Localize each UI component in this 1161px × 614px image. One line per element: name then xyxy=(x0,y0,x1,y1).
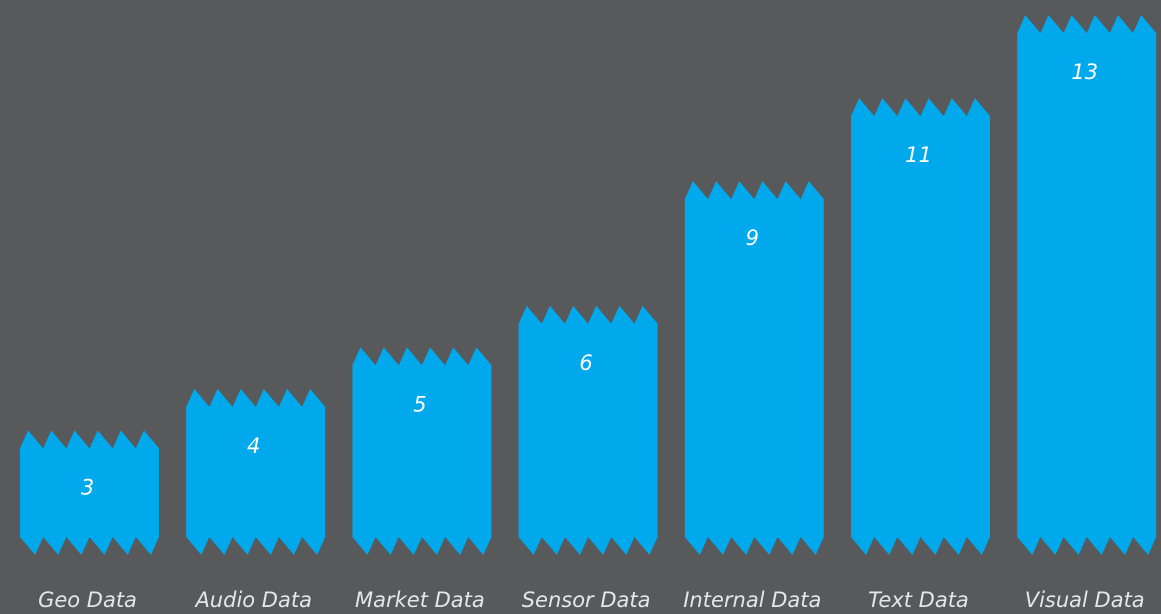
x-tick-label: Sensor Data xyxy=(522,588,651,612)
x-tick-label: Geo Data xyxy=(38,588,137,612)
value-label: 5 xyxy=(413,392,426,416)
bar xyxy=(518,305,658,555)
x-tick-label: Visual Data xyxy=(1025,588,1145,612)
value-label: 13 xyxy=(1071,60,1098,84)
x-tick-label: Text Data xyxy=(868,588,969,612)
bar xyxy=(684,181,824,555)
x-tick-label: Audio Data xyxy=(193,588,312,612)
bar xyxy=(851,98,990,556)
value-label: 11 xyxy=(905,143,932,167)
bar xyxy=(352,347,492,555)
bar xyxy=(186,388,326,555)
value-label: 6 xyxy=(579,351,592,375)
x-tick-label: Internal Data xyxy=(683,588,821,612)
value-label: 9 xyxy=(746,226,759,250)
bar xyxy=(20,430,159,555)
bar xyxy=(1017,15,1157,555)
value-label: 4 xyxy=(247,434,260,458)
value-label: 3 xyxy=(81,475,94,499)
x-tick-label: Market Data xyxy=(355,588,485,612)
